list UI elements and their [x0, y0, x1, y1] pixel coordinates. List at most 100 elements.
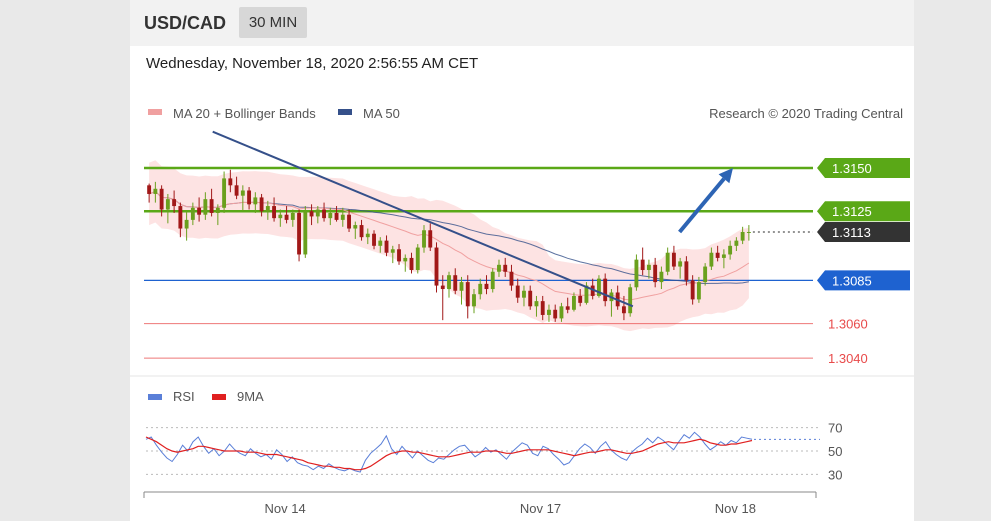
candlesticks — [147, 169, 751, 322]
candle-body — [428, 230, 433, 248]
rsi-lines — [145, 431, 820, 473]
rsi-tick-label: 30 — [828, 467, 842, 482]
candle — [403, 254, 408, 272]
trendline — [212, 130, 634, 308]
candle — [203, 192, 208, 220]
bollinger-band-area — [149, 160, 749, 332]
candle — [153, 181, 158, 203]
rsi-series-rsi — [145, 431, 753, 473]
candle-body — [484, 283, 489, 290]
candle-body — [671, 252, 676, 267]
candle-body — [347, 214, 351, 229]
candle — [303, 206, 308, 258]
candle-body — [190, 207, 195, 220]
candle — [497, 259, 501, 277]
candle — [340, 207, 345, 227]
candle — [390, 245, 395, 264]
candle — [422, 225, 426, 253]
candle-body — [453, 275, 458, 291]
legend-label-ma50: MA 50 — [363, 106, 400, 121]
candle — [478, 278, 483, 300]
x-tick-label: Nov 17 — [520, 501, 561, 516]
level-label-1: 1.3125 — [832, 204, 872, 219]
level-label-3: 1.3085 — [832, 273, 872, 288]
candle — [721, 249, 726, 269]
candle-body — [515, 285, 520, 298]
level-tag-5: 1.3040 — [828, 351, 868, 366]
candle — [297, 209, 301, 262]
candle-body — [559, 306, 564, 319]
candle — [447, 271, 451, 298]
candle — [734, 237, 739, 251]
candle — [509, 264, 514, 291]
timeframe-button[interactable]: 30 MIN — [239, 7, 307, 38]
candle-body — [703, 266, 708, 283]
candle — [528, 285, 533, 310]
target-arrow-head — [718, 168, 733, 184]
candle — [272, 197, 277, 222]
candle-body — [247, 190, 252, 205]
candle — [240, 185, 245, 212]
candle-body — [734, 240, 739, 246]
trendline-line — [212, 130, 634, 308]
candle-body — [234, 185, 239, 196]
chart-canvas: MA 20 + Bollinger Bands MA 50 Research ©… — [130, 106, 914, 516]
candle — [678, 257, 683, 279]
candle — [715, 245, 720, 262]
candle — [640, 247, 645, 276]
candle-body — [746, 231, 751, 233]
candle — [709, 247, 714, 271]
candle-body — [272, 206, 277, 219]
candle — [334, 206, 339, 222]
candle — [465, 275, 470, 319]
legend-swatch-ma20 — [148, 109, 162, 115]
candle-body — [659, 271, 664, 283]
candle — [409, 252, 414, 274]
legend-swatch-rsi — [148, 394, 162, 400]
bollinger-bands — [149, 160, 749, 332]
candle-body — [240, 190, 245, 196]
candle-body — [553, 309, 558, 319]
candle — [684, 256, 689, 286]
candle-body — [478, 283, 483, 295]
candle — [259, 193, 264, 217]
candle — [671, 245, 676, 271]
candle-body — [359, 225, 364, 238]
candle — [228, 169, 233, 193]
candle-body — [259, 197, 264, 212]
candle — [347, 209, 351, 232]
x-axis: Nov 14 Nov 17 Nov 18 — [143, 491, 817, 516]
candle-body — [315, 209, 320, 217]
candle-body — [578, 295, 583, 303]
legend-label-rsi: RSI — [173, 389, 195, 404]
candle-body — [372, 233, 376, 246]
candle-body — [403, 257, 408, 262]
candle — [553, 304, 558, 322]
candle — [178, 202, 183, 238]
candle-body — [253, 197, 258, 205]
research-credit: Research © 2020 Trading Central — [709, 106, 903, 121]
candle-body — [603, 278, 608, 302]
level-tag-shape-3 — [817, 270, 910, 291]
candle-body — [653, 264, 658, 283]
candle-body — [678, 261, 683, 267]
candle-body — [209, 199, 214, 213]
candle-body — [353, 225, 358, 229]
candle-body — [490, 271, 495, 290]
candle-body — [621, 306, 626, 314]
target-arrow-shaft — [678, 177, 726, 234]
candle-body — [646, 264, 651, 271]
candle-body — [172, 199, 177, 207]
candle-body — [303, 211, 308, 255]
candle — [440, 275, 445, 321]
candle — [628, 283, 633, 317]
candle-body — [322, 209, 326, 219]
candle — [597, 275, 601, 298]
candle-body — [497, 264, 501, 272]
candle — [559, 302, 564, 322]
candle — [253, 192, 258, 213]
candle — [503, 257, 508, 277]
candle — [653, 257, 658, 288]
candle-body — [153, 188, 158, 194]
candle — [165, 193, 170, 224]
